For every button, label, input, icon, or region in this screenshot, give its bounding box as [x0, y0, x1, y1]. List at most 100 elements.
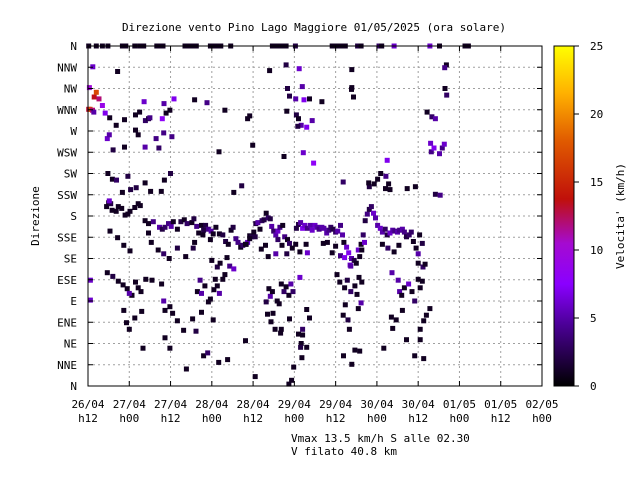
data-point: [217, 260, 223, 266]
data-point: [200, 232, 206, 238]
data-point: [191, 216, 197, 222]
x-tick-time: h00: [367, 412, 387, 425]
x-tick-date: 30/04: [360, 398, 393, 411]
data-point: [401, 285, 407, 291]
data-point: [267, 293, 273, 299]
data-point: [340, 232, 345, 238]
data-point: [143, 276, 149, 282]
data-point: [178, 219, 184, 225]
data-point: [167, 345, 173, 351]
data-point: [174, 226, 180, 232]
data-point: [121, 307, 127, 313]
data-point: [93, 89, 99, 95]
data-point: [124, 320, 129, 326]
data-point: [261, 217, 267, 223]
data-point: [129, 292, 135, 298]
x-tick-time: h00: [119, 412, 139, 425]
data-point: [196, 230, 202, 236]
data-point: [263, 242, 268, 248]
data-point: [297, 274, 303, 280]
data-point: [424, 109, 430, 115]
y-tick-label: E: [70, 295, 77, 308]
data-point: [437, 192, 443, 198]
data-point: [181, 327, 187, 333]
data-point: [296, 331, 301, 337]
data-point: [201, 227, 207, 233]
data-point: [224, 255, 230, 261]
distance-text: V filato 40.8 km: [291, 445, 397, 458]
data-point: [432, 116, 438, 122]
data-point: [368, 204, 374, 210]
data-point: [162, 335, 168, 341]
data-point: [304, 225, 310, 231]
x-tick-time: h12: [78, 412, 98, 425]
data-point: [121, 242, 127, 248]
data-point: [348, 263, 354, 269]
data-point: [277, 224, 283, 230]
data-point: [166, 256, 172, 261]
data-point: [397, 289, 403, 295]
data-point: [293, 225, 299, 231]
data-point: [289, 245, 295, 251]
data-point: [223, 239, 229, 244]
data-point: [203, 222, 209, 228]
data-point: [194, 223, 200, 229]
data-point: [366, 184, 372, 190]
y-tick-label: SE: [64, 253, 77, 266]
data-point: [386, 181, 392, 187]
colorbar-tick-label: 5: [590, 312, 597, 325]
data-point: [399, 307, 405, 313]
data-point: [190, 245, 196, 251]
x-tick-date: 30/04: [402, 398, 435, 411]
data-point: [334, 272, 340, 278]
data-point: [392, 228, 398, 234]
data-point: [346, 250, 352, 256]
data-point: [300, 225, 306, 231]
data-point: [307, 96, 312, 102]
x-tick-time: h00: [532, 412, 552, 425]
y-tick-label: SW: [64, 168, 78, 181]
data-point: [156, 145, 162, 151]
data-point: [300, 150, 306, 156]
y-axis-label: Direzione: [29, 186, 42, 246]
data-point: [397, 227, 403, 233]
data-point: [167, 304, 173, 310]
data-point: [122, 144, 127, 150]
data-point: [287, 93, 292, 99]
colorbar-ticks: 0 5 10 15 20 25: [574, 40, 603, 393]
data-point: [287, 240, 292, 246]
data-point: [417, 326, 423, 332]
y-tick-label: WSW: [57, 146, 77, 159]
data-point: [296, 66, 302, 72]
data-point: [381, 345, 387, 351]
data-point: [439, 145, 445, 151]
data-point: [192, 239, 198, 245]
data-point: [301, 97, 307, 103]
data-point: [235, 239, 241, 245]
data-point: [125, 173, 131, 179]
data-point: [245, 116, 251, 122]
data-point: [319, 99, 325, 105]
data-point: [360, 232, 366, 238]
data-point: [119, 189, 125, 195]
data-point: [115, 204, 121, 210]
data-point: [412, 184, 418, 190]
y-tick-label: ESE: [57, 274, 77, 287]
data-point: [105, 171, 111, 176]
data-point: [366, 206, 372, 212]
data-point: [358, 300, 364, 306]
data-point: [396, 242, 402, 248]
data-point: [285, 86, 290, 91]
data-point: [304, 250, 310, 256]
data-point: [283, 284, 289, 290]
data-point: [390, 325, 396, 331]
data-point: [298, 341, 304, 346]
data-point: [442, 65, 448, 71]
data-point: [304, 307, 310, 312]
data-point: [252, 374, 258, 380]
data-point: [268, 319, 274, 325]
data-point: [290, 289, 296, 295]
data-point: [189, 220, 195, 226]
data-point: [298, 122, 304, 128]
data-point: [364, 211, 370, 217]
